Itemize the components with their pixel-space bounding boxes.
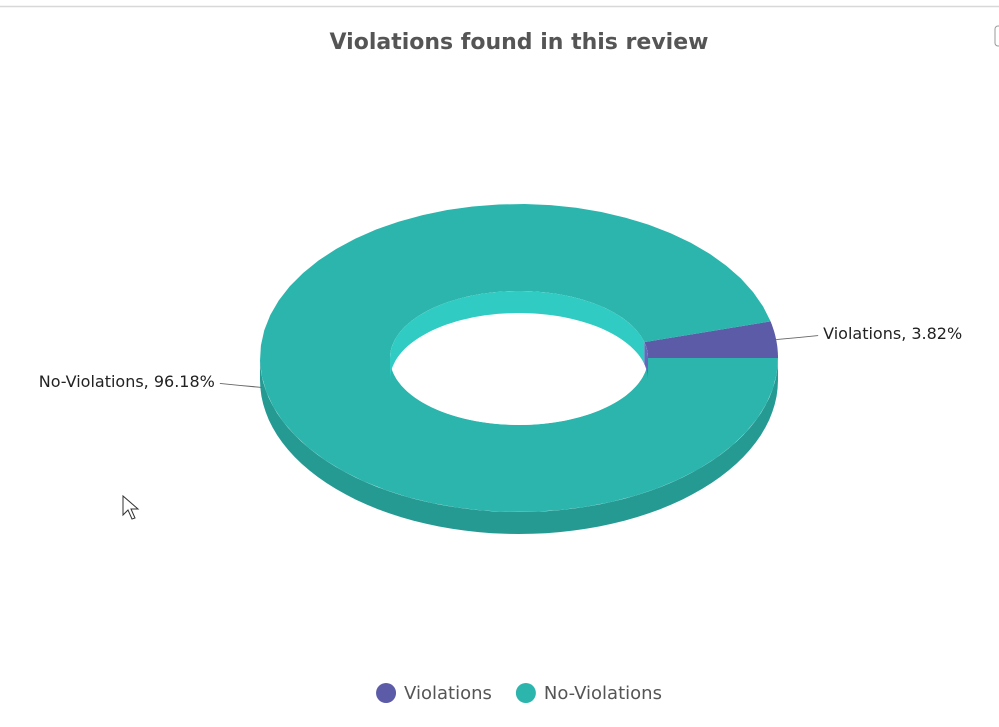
data-label: No-Violations, 96.18% — [39, 372, 215, 391]
slice — [644, 321, 778, 358]
chart-title: Violations found in this review — [330, 30, 709, 55]
legend-marker — [515, 683, 536, 703]
mouse-cursor — [122, 494, 140, 520]
legend-marker — [376, 683, 397, 703]
leader-line — [776, 335, 819, 341]
slice-inner-wall — [644, 342, 648, 380]
donut-hole — [390, 291, 648, 425]
data-label: Violations, 3.82% — [823, 324, 962, 343]
slice-inner-wall — [390, 291, 645, 380]
leader-line — [219, 382, 262, 388]
legend-label: No-Violations — [544, 683, 662, 704]
menu-button-edge[interactable] — [994, 25, 999, 47]
legend-label: Violations — [404, 683, 492, 704]
slice — [260, 204, 778, 512]
